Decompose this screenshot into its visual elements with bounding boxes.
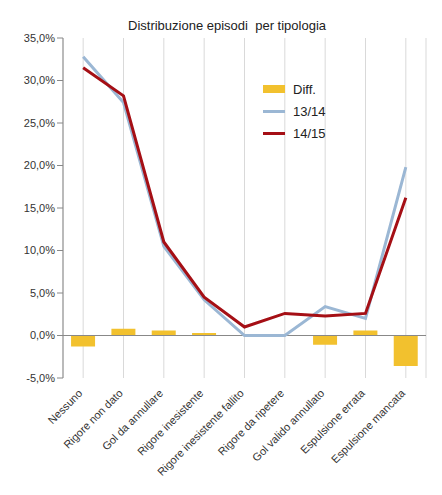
html-text:Distribuzione episodi per tipo: Distribuzione episodi per tipologia — [128, 18, 326, 33]
svg-text:Espulsione mancata: Espulsione mancata — [329, 386, 408, 465]
svg-text:30,0%: 30,0% — [24, 74, 55, 86]
html-text:Diff.: Diff. — [293, 81, 316, 97]
html-text:14/15: 14/15 — [293, 125, 326, 141]
svg-text:-5,0%: -5,0% — [26, 372, 55, 384]
svg-text:0,0%: 0,0% — [30, 329, 55, 341]
svg-text:Gol valido annullato: Gol valido annullato — [250, 387, 327, 464]
svg-text:35,0%: 35,0% — [24, 32, 55, 44]
svg-text:20,0%: 20,0% — [24, 159, 55, 171]
svg-text:Rigore inesistente fallito: Rigore inesistente fallito — [154, 386, 246, 478]
svg-text:15,0%: 15,0% — [24, 202, 55, 214]
svg-text:Nessuno: Nessuno — [45, 387, 84, 426]
svg-text:Rigore non dato: Rigore non dato — [61, 386, 125, 451]
svg-text:10,0%: 10,0% — [24, 244, 55, 256]
svg-text:Gol da annullare: Gol da annullare — [99, 386, 166, 453]
svg-text:25,0%: 25,0% — [24, 117, 55, 129]
svg-text:Rigore inesistente: Rigore inesistente — [135, 387, 206, 458]
html-text:13/14: 13/14 — [293, 103, 326, 119]
svg-text:Espulsione errata: Espulsione errata — [297, 386, 367, 456]
svg-text:Rigore da ripetere: Rigore da ripetere — [215, 387, 286, 458]
svg-text:5,0%: 5,0% — [30, 287, 55, 299]
